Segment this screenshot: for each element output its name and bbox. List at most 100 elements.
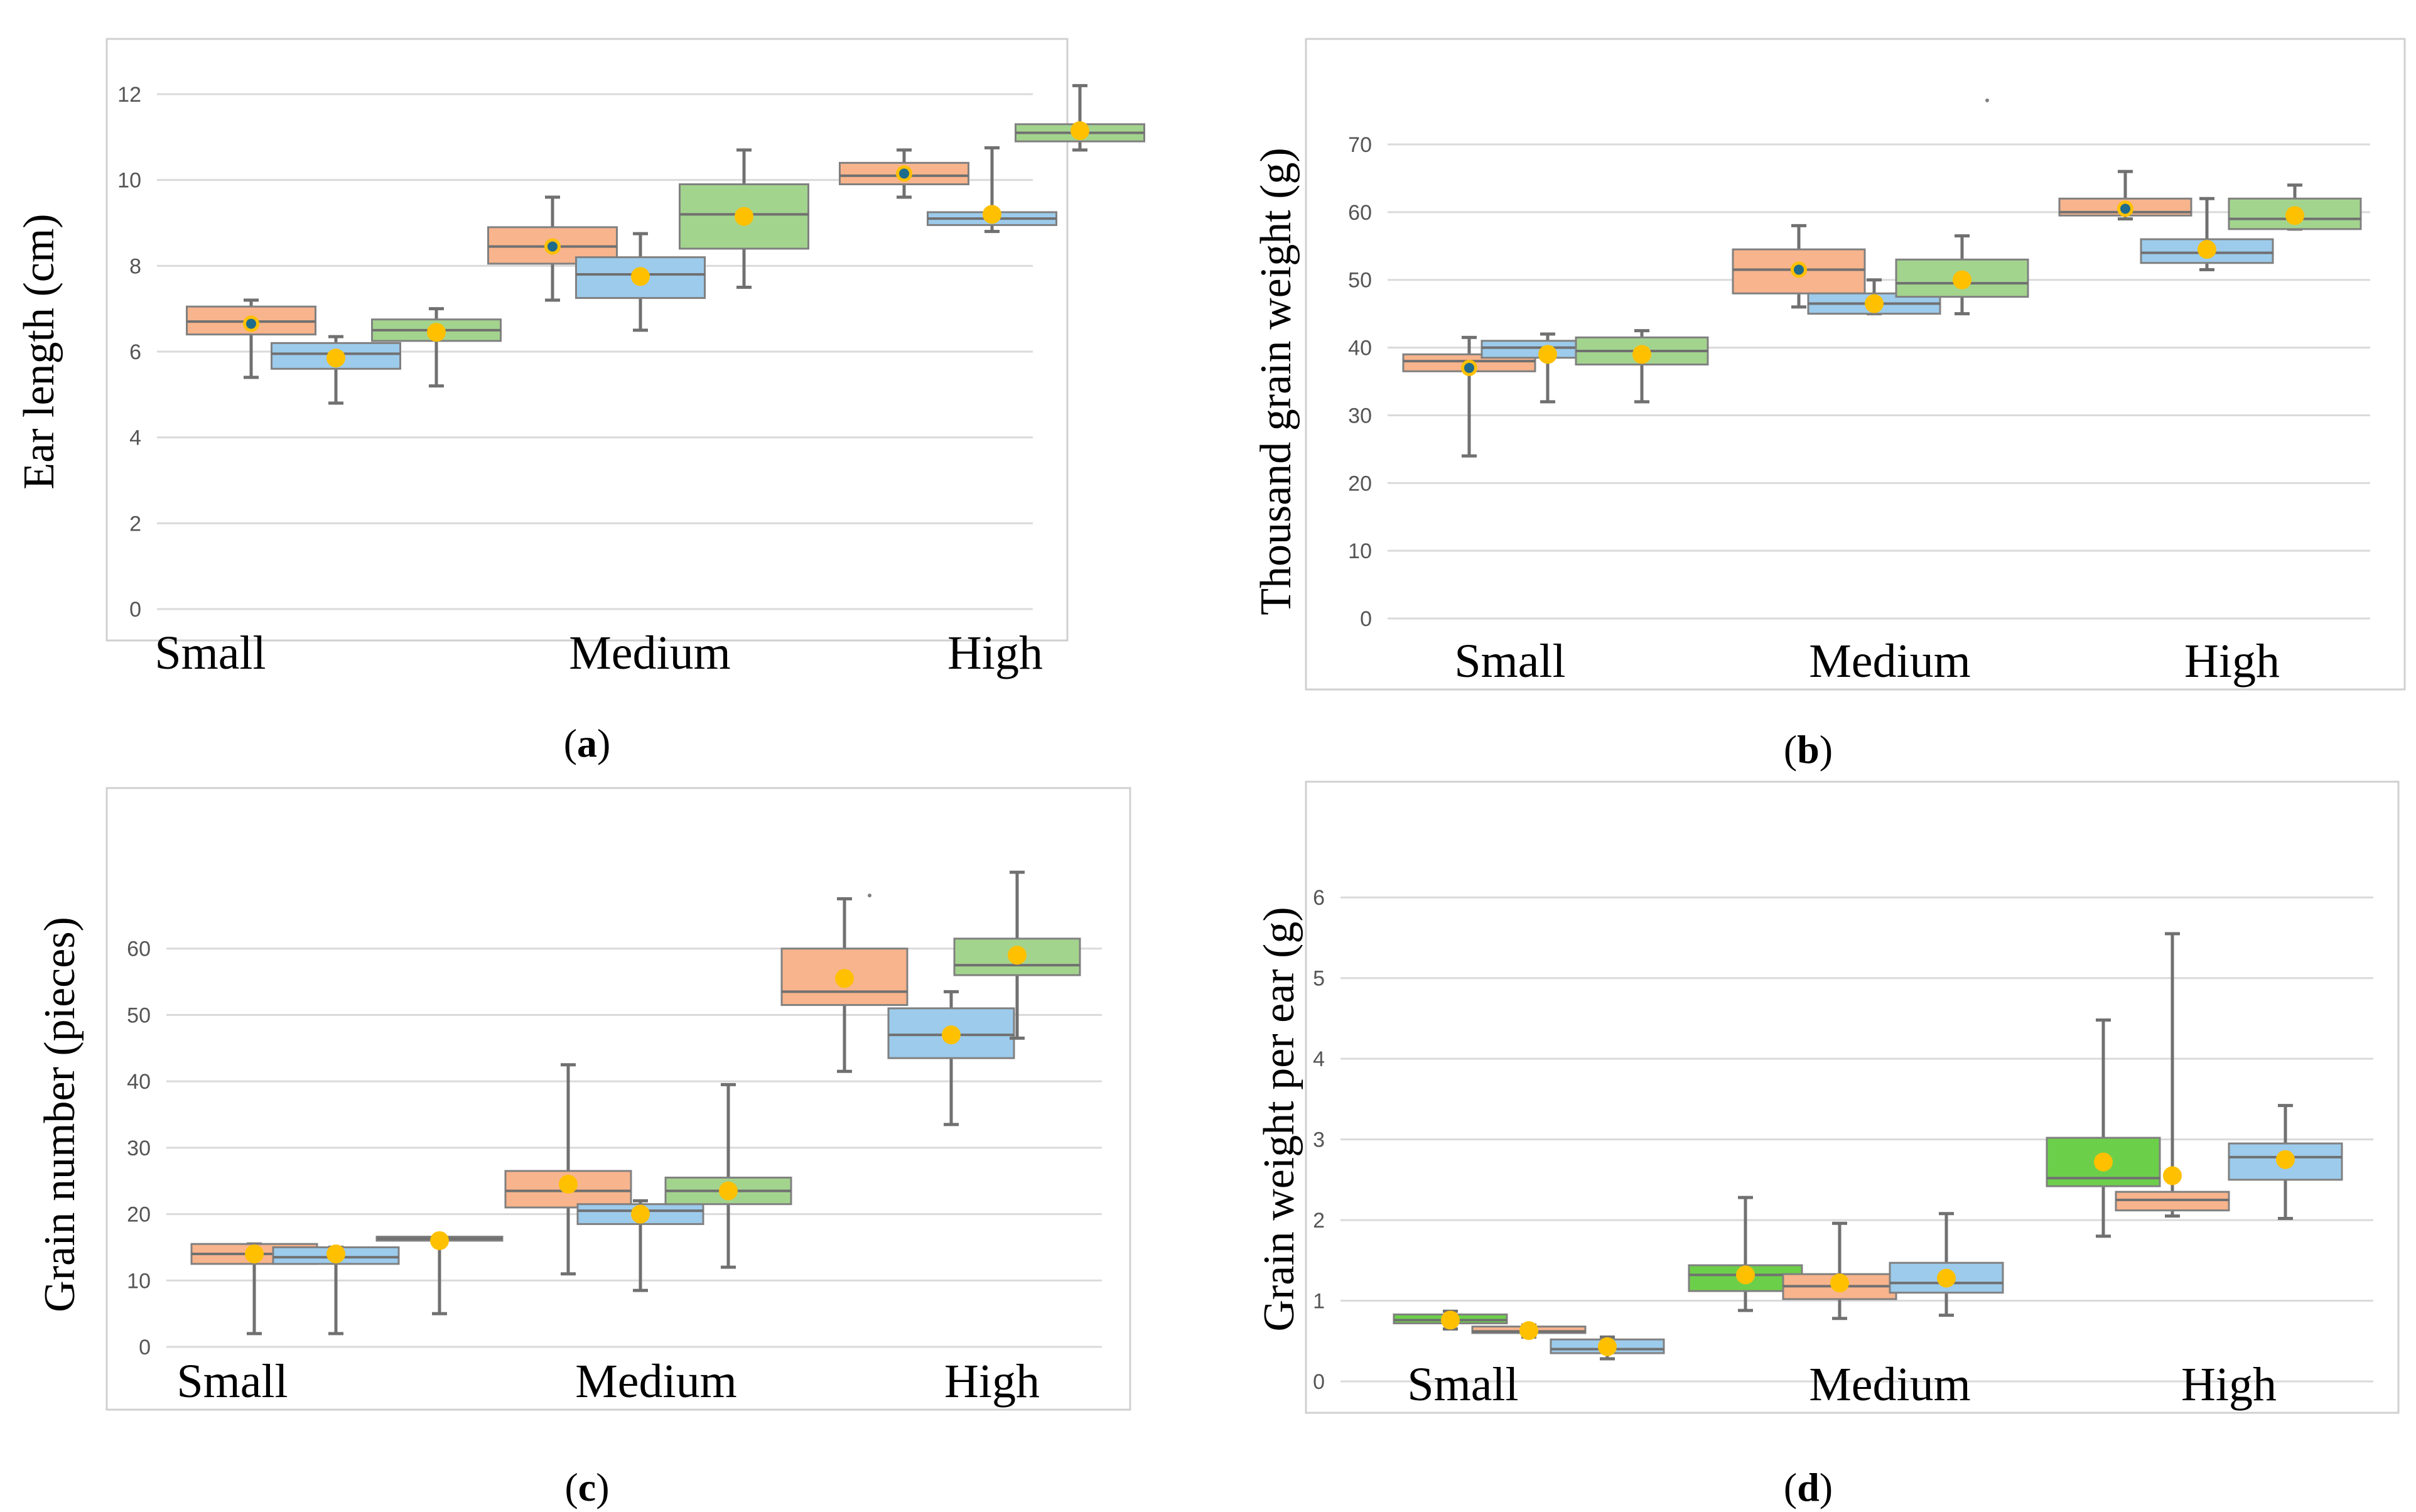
mean-marker-center xyxy=(1464,362,1474,373)
caption-paren-close: ) xyxy=(1820,1465,1833,1509)
y-tick-label: 12 xyxy=(117,83,141,107)
box-high-blue xyxy=(2228,1104,2343,1221)
mean-marker xyxy=(1519,1321,1538,1341)
mean-marker xyxy=(631,1204,650,1224)
y-tick-label: 50 xyxy=(1348,269,1372,293)
y-tick-label: 70 xyxy=(1348,133,1372,157)
category-label: Medium xyxy=(569,627,731,679)
y-tick-label: 10 xyxy=(127,1269,151,1293)
y-tick-label: 3 xyxy=(1313,1128,1325,1152)
mean-marker xyxy=(1441,1310,1460,1330)
y-tick-label: 20 xyxy=(1348,472,1372,495)
mean-marker xyxy=(2163,1166,2182,1185)
box-medium-green xyxy=(1895,234,2029,316)
category-label: High xyxy=(2181,1358,2277,1411)
mean-marker xyxy=(1070,121,1089,141)
mean-marker xyxy=(942,1025,961,1045)
y-axis-label: Ear length (cm) xyxy=(15,213,63,489)
panel-caption: (b) xyxy=(1784,727,1833,772)
caption-paren-close: ) xyxy=(1820,727,1833,772)
category-label: Small xyxy=(176,1355,288,1408)
category-label: High xyxy=(944,1355,1040,1408)
y-tick-label: 30 xyxy=(127,1137,151,1160)
category-label: Small xyxy=(1407,1358,1518,1411)
box-medium-green xyxy=(664,1083,792,1269)
chart-d: 0 1 2 3 4 5 6 Grain weight per ear (g) Small Medi… xyxy=(1255,780,2400,1509)
y-tick-label: 8 xyxy=(129,254,141,278)
y-tick-label: 40 xyxy=(127,1070,151,1094)
box-iqr xyxy=(2228,1142,2343,1181)
mean-marker xyxy=(1953,270,1971,289)
mean-marker xyxy=(1538,345,1557,364)
box-small-green xyxy=(371,307,502,388)
y-tick-label: 4 xyxy=(129,426,141,450)
mean-marker xyxy=(1865,294,1884,313)
box-high-blue xyxy=(887,990,1015,1126)
mean-marker xyxy=(2198,240,2216,259)
box-small-blue xyxy=(272,1245,400,1336)
box-small-orange xyxy=(1471,1321,1587,1341)
box-medium-orange xyxy=(1782,1221,1897,1320)
box-high-green xyxy=(953,870,1081,1040)
box-high-blue xyxy=(927,146,1057,234)
caption-paren-open: ( xyxy=(564,721,577,765)
y-tick-label: 2 xyxy=(129,512,141,536)
mean-marker xyxy=(719,1181,738,1201)
box-high-orange xyxy=(2115,932,2230,1218)
box-high-green xyxy=(2228,183,2362,231)
box-small-orange xyxy=(186,298,316,379)
y-tick-label: 60 xyxy=(1348,201,1372,225)
mean-marker xyxy=(1632,345,1651,364)
mean-marker xyxy=(835,969,854,988)
y-tick-label: 10 xyxy=(1348,539,1372,563)
y-axis-label: Grain weight per ear (g) xyxy=(1255,907,1303,1331)
outlier-point xyxy=(1985,98,1989,102)
mean-marker xyxy=(1937,1268,1956,1288)
chart-a: 0 2 4 6 8 10 12 Ear length (cm) Small Medium High (… xyxy=(15,38,1145,765)
mean-marker xyxy=(559,1175,578,1194)
box-medium-blue xyxy=(576,1199,704,1292)
y-tick-label: 10 xyxy=(117,169,141,193)
y-tick-label: 0 xyxy=(139,1336,151,1359)
mean-marker xyxy=(1736,1265,1755,1285)
category-label: Medium xyxy=(1809,1358,1971,1411)
mean-marker xyxy=(430,1231,449,1250)
y-tick-label: 30 xyxy=(1348,404,1372,428)
box-small-blue xyxy=(1550,1335,1665,1361)
caption-letter: a xyxy=(577,721,597,765)
mean-marker xyxy=(427,323,446,342)
mean-marker xyxy=(326,348,345,368)
mean-marker xyxy=(326,1245,345,1263)
box-small-blue xyxy=(271,335,401,405)
caption-paren-close: ) xyxy=(597,721,610,765)
caption-paren-open: ( xyxy=(1784,727,1797,772)
mean-marker xyxy=(1830,1273,1849,1293)
caption-paren-open: ( xyxy=(1784,1465,1797,1509)
y-tick-label: 6 xyxy=(1313,886,1325,910)
y-tick-label: 6 xyxy=(129,340,141,364)
caption-letter: b xyxy=(1797,727,1820,772)
mean-marker xyxy=(1008,946,1027,965)
caption-paren-close: ) xyxy=(596,1465,609,1509)
mean-marker xyxy=(2285,206,2304,225)
y-tick-label: 20 xyxy=(127,1203,151,1227)
panel-caption: (c) xyxy=(564,1465,609,1509)
y-tick-label: 0 xyxy=(1360,607,1372,631)
mean-marker xyxy=(983,205,1001,224)
y-axis-label: Thousand grain weight (g) xyxy=(1252,148,1300,615)
y-tick-label: 0 xyxy=(1313,1370,1325,1394)
category-label: High xyxy=(947,627,1043,679)
y-tick-label: 4 xyxy=(1313,1047,1325,1071)
box-small-green xyxy=(1575,329,1709,404)
category-label: Small xyxy=(154,627,266,679)
box-small-bright_green xyxy=(1393,1309,1508,1331)
caption-paren-open: ( xyxy=(564,1465,578,1509)
caption-letter: c xyxy=(578,1465,596,1509)
chart-b: 0 10 20 30 40 50 60 70 Thousand grain weight (g)… xyxy=(1252,38,2406,772)
y-tick-label: 0 xyxy=(129,598,141,622)
y-tick-label: 60 xyxy=(127,937,151,961)
box-medium-blue xyxy=(1889,1212,2004,1317)
box-high-green xyxy=(1015,84,1145,152)
mean-marker xyxy=(631,267,650,286)
